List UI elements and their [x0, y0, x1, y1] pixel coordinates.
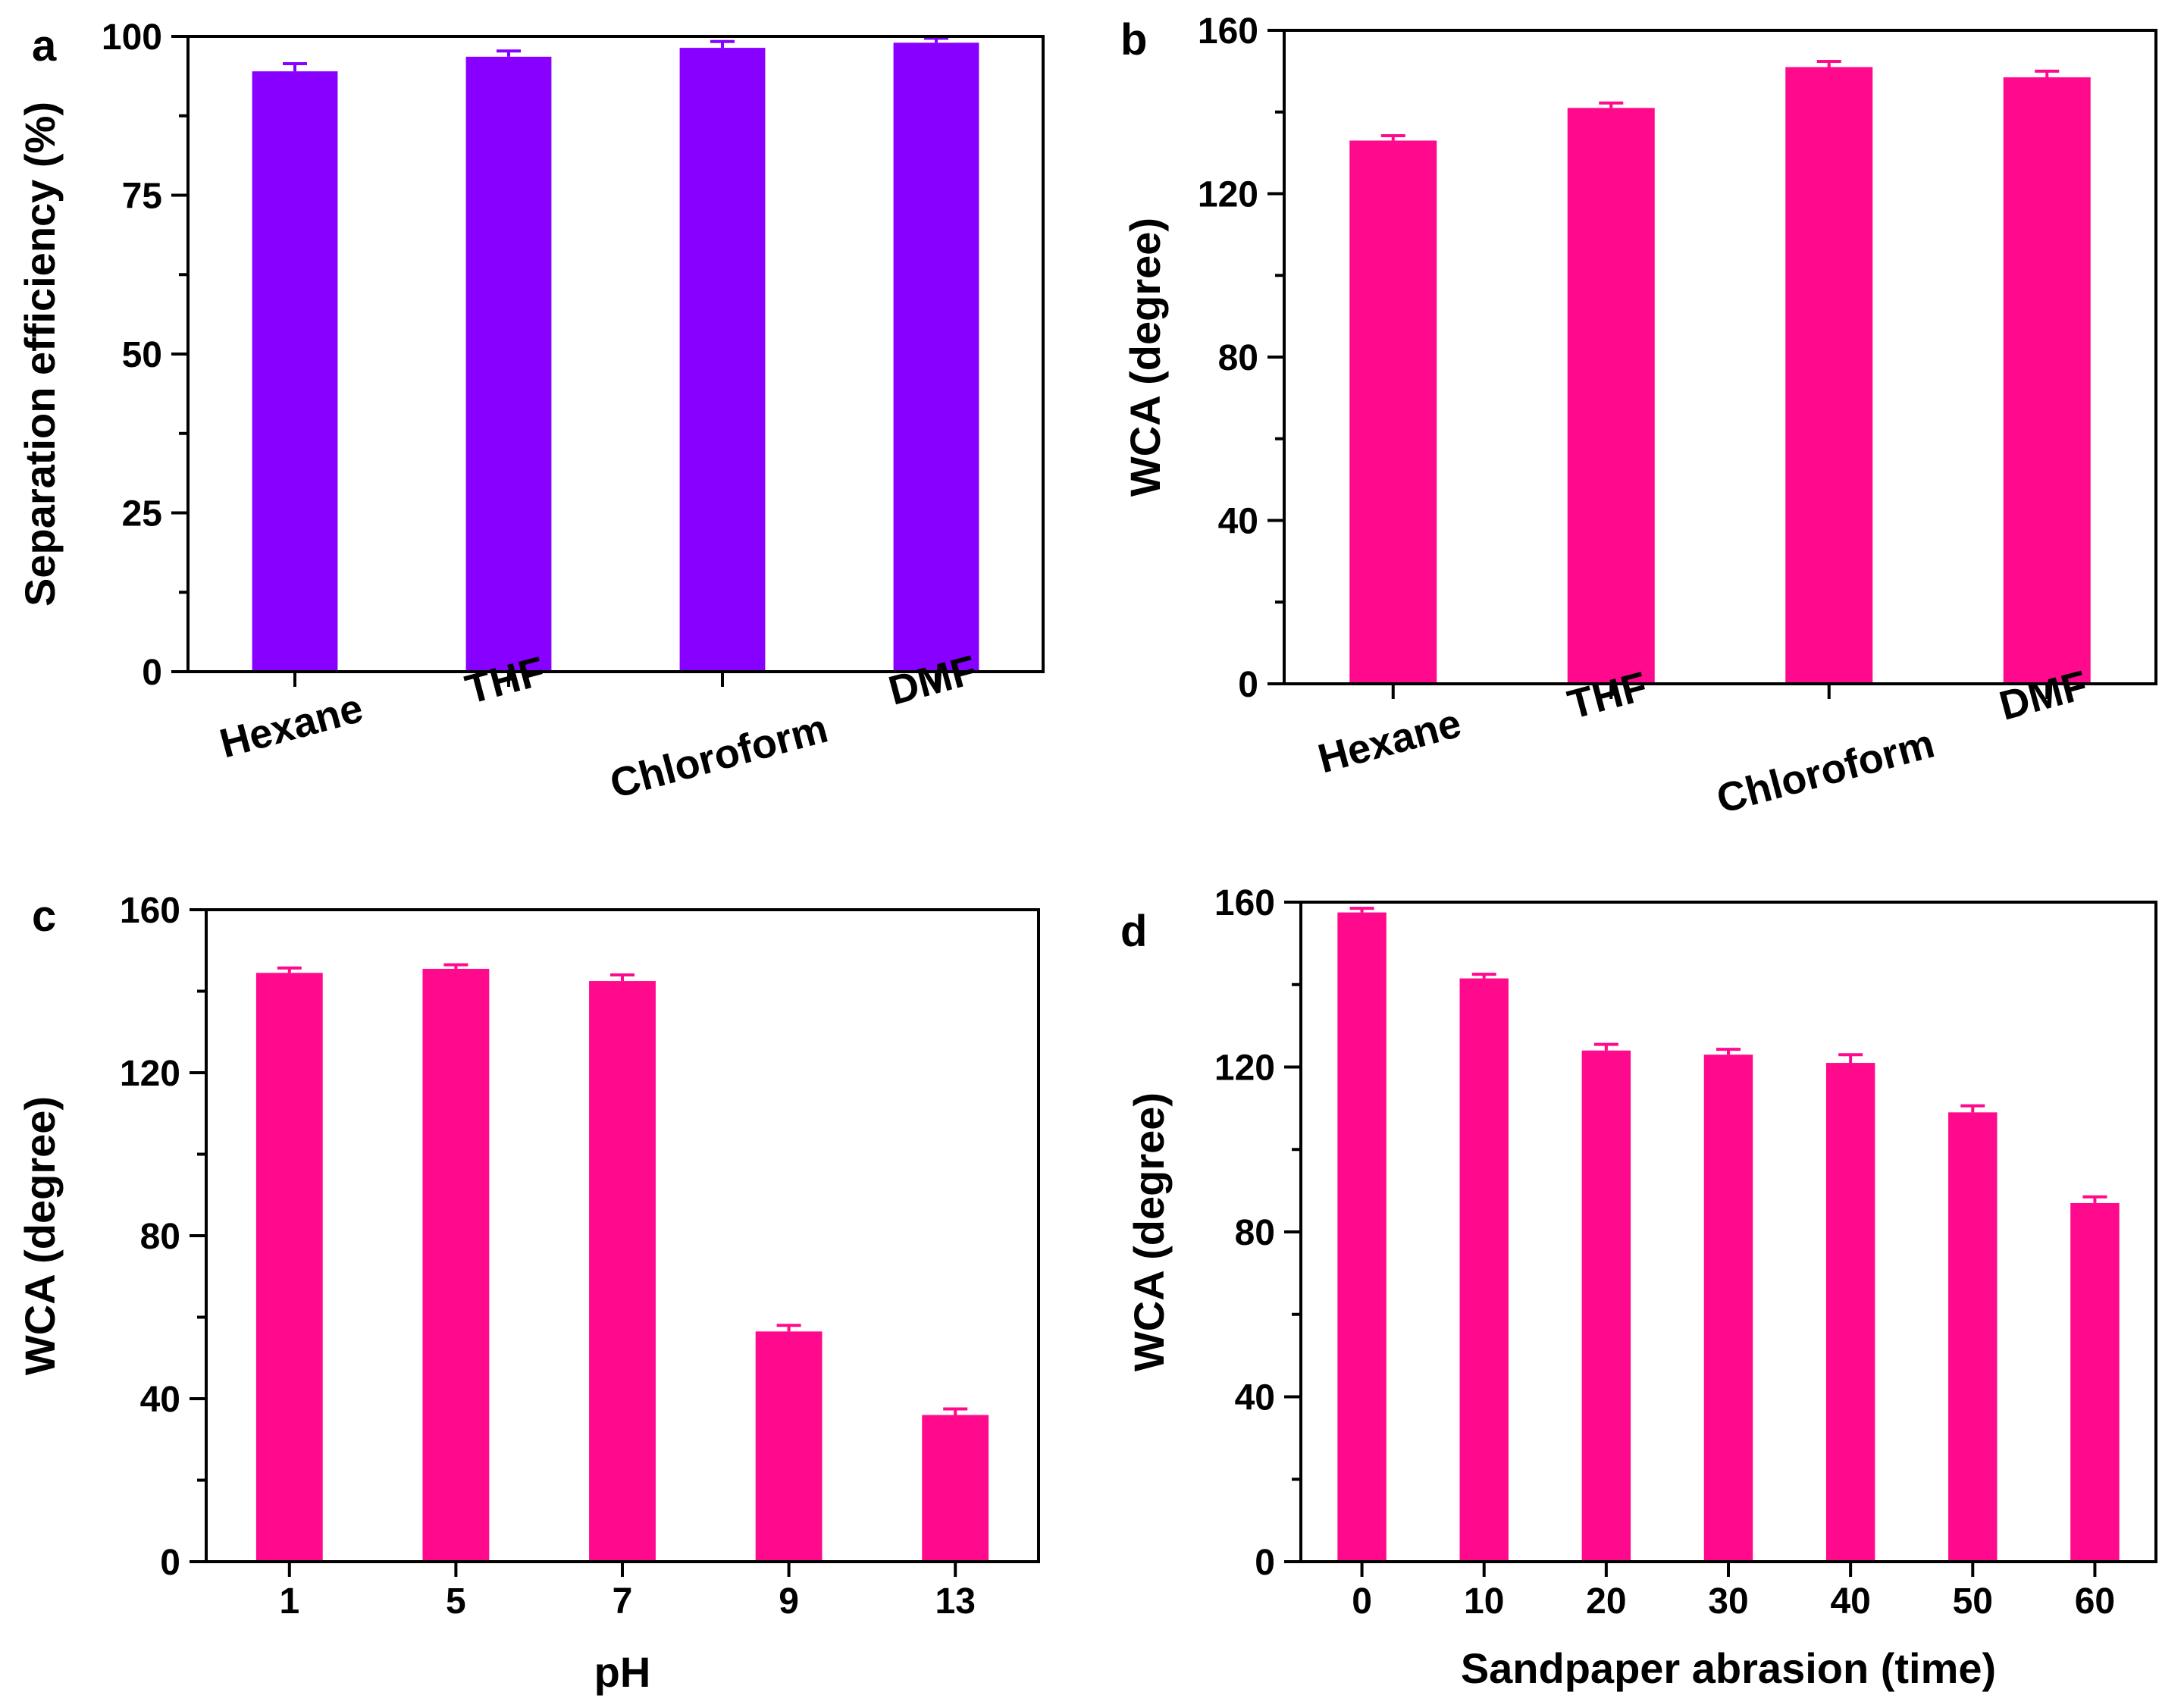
x-tick-label: 10 [1464, 1581, 1504, 1622]
x-tick-label: 1 [279, 1581, 299, 1622]
x-category-label: Chloroform [606, 706, 832, 807]
bar [1785, 67, 1873, 685]
x-axis-title: Sandpaper abrasion (time) [1461, 1644, 1996, 1692]
x-tick-label: 13 [935, 1581, 976, 1622]
y-tick-label: 0 [1238, 665, 1258, 705]
y-tick-label: 40 [1218, 502, 1258, 542]
x-tick-label: 9 [779, 1581, 799, 1622]
y-tick-label: 75 [122, 177, 162, 217]
x-category-label: Hexane [1314, 700, 1466, 782]
y-tick-label: 120 [1198, 175, 1258, 215]
y-tick-label: 50 [122, 335, 162, 375]
y-tick-label: 0 [142, 653, 162, 693]
bar [1567, 108, 1655, 685]
bar [755, 1331, 823, 1562]
bar [1825, 1063, 1875, 1562]
panel-a: a0255075100HexaneTHFChloroformDMFSeparat… [16, 17, 1045, 807]
bar [1703, 1055, 1753, 1562]
y-tick-label: 100 [102, 17, 162, 58]
y-tick-label: 160 [1198, 11, 1258, 52]
bar [1948, 1112, 1998, 1562]
bar [465, 56, 552, 672]
bar [422, 968, 490, 1562]
plot-frame [1299, 901, 2157, 1563]
y-tick-label: 80 [1235, 1213, 1275, 1253]
x-tick-label: 5 [446, 1581, 466, 1622]
x-category-label: Chloroform [1712, 721, 1938, 823]
x-tick-label: 60 [2075, 1581, 2115, 1622]
x-tick-label: 30 [1708, 1581, 1748, 1622]
bar [679, 48, 766, 672]
bar [2070, 1202, 2120, 1562]
y-tick-label: 25 [122, 494, 162, 534]
bar [922, 1415, 989, 1562]
panel-c: c 0 40 80 120 160 1 5 7 9 13 WCA (degree) pH [16, 891, 1040, 1696]
x-tick-label: 0 [1352, 1581, 1372, 1622]
y-axis-title: WCA (degree) [16, 1096, 64, 1375]
y-axis-title: Separation efficiency (%) [16, 102, 64, 606]
y-tick-label: 40 [140, 1380, 180, 1420]
panel-letter: a [32, 21, 57, 71]
bar [2003, 77, 2091, 685]
bar [1581, 1050, 1631, 1562]
y-tick-label: 0 [1255, 1543, 1275, 1583]
y-tick-label: 120 [120, 1054, 180, 1094]
x-tick-label: 40 [1830, 1581, 1870, 1622]
y-tick-label: 160 [1214, 883, 1275, 923]
bar [589, 981, 656, 1562]
panel-letter: c [32, 892, 56, 941]
y-tick-label: 0 [160, 1543, 180, 1583]
x-tick-label: 7 [613, 1581, 633, 1622]
bar [1349, 140, 1437, 684]
panel-letter: d [1120, 907, 1147, 956]
bar [1337, 912, 1387, 1562]
bar [252, 71, 338, 672]
panel-d: d 0 40 80 120 160 0 10 20 30 40 50 60 WCA (degree) San… [1120, 883, 2157, 1692]
x-tick-label: 20 [1586, 1581, 1626, 1622]
x-category-label: Hexane [215, 685, 368, 767]
y-axis-title: WCA (degree) [1121, 218, 1169, 497]
bar [893, 42, 979, 672]
panel-letter: b [1120, 15, 1147, 64]
y-axis-title: WCA (degree) [1125, 1092, 1173, 1371]
bar [1459, 978, 1509, 1562]
x-tick-label: 50 [1953, 1581, 1993, 1622]
y-tick-label: 80 [1218, 338, 1258, 378]
y-tick-label: 40 [1235, 1378, 1275, 1418]
plot-frame [205, 908, 1040, 1563]
plot-frame [1283, 29, 2157, 685]
x-axis-title: pH [594, 1648, 651, 1696]
y-tick-label: 120 [1214, 1048, 1275, 1089]
y-tick-label: 80 [140, 1217, 180, 1257]
plot-frame [186, 35, 1045, 673]
bar [255, 973, 323, 1562]
y-tick-label: 160 [120, 891, 180, 931]
